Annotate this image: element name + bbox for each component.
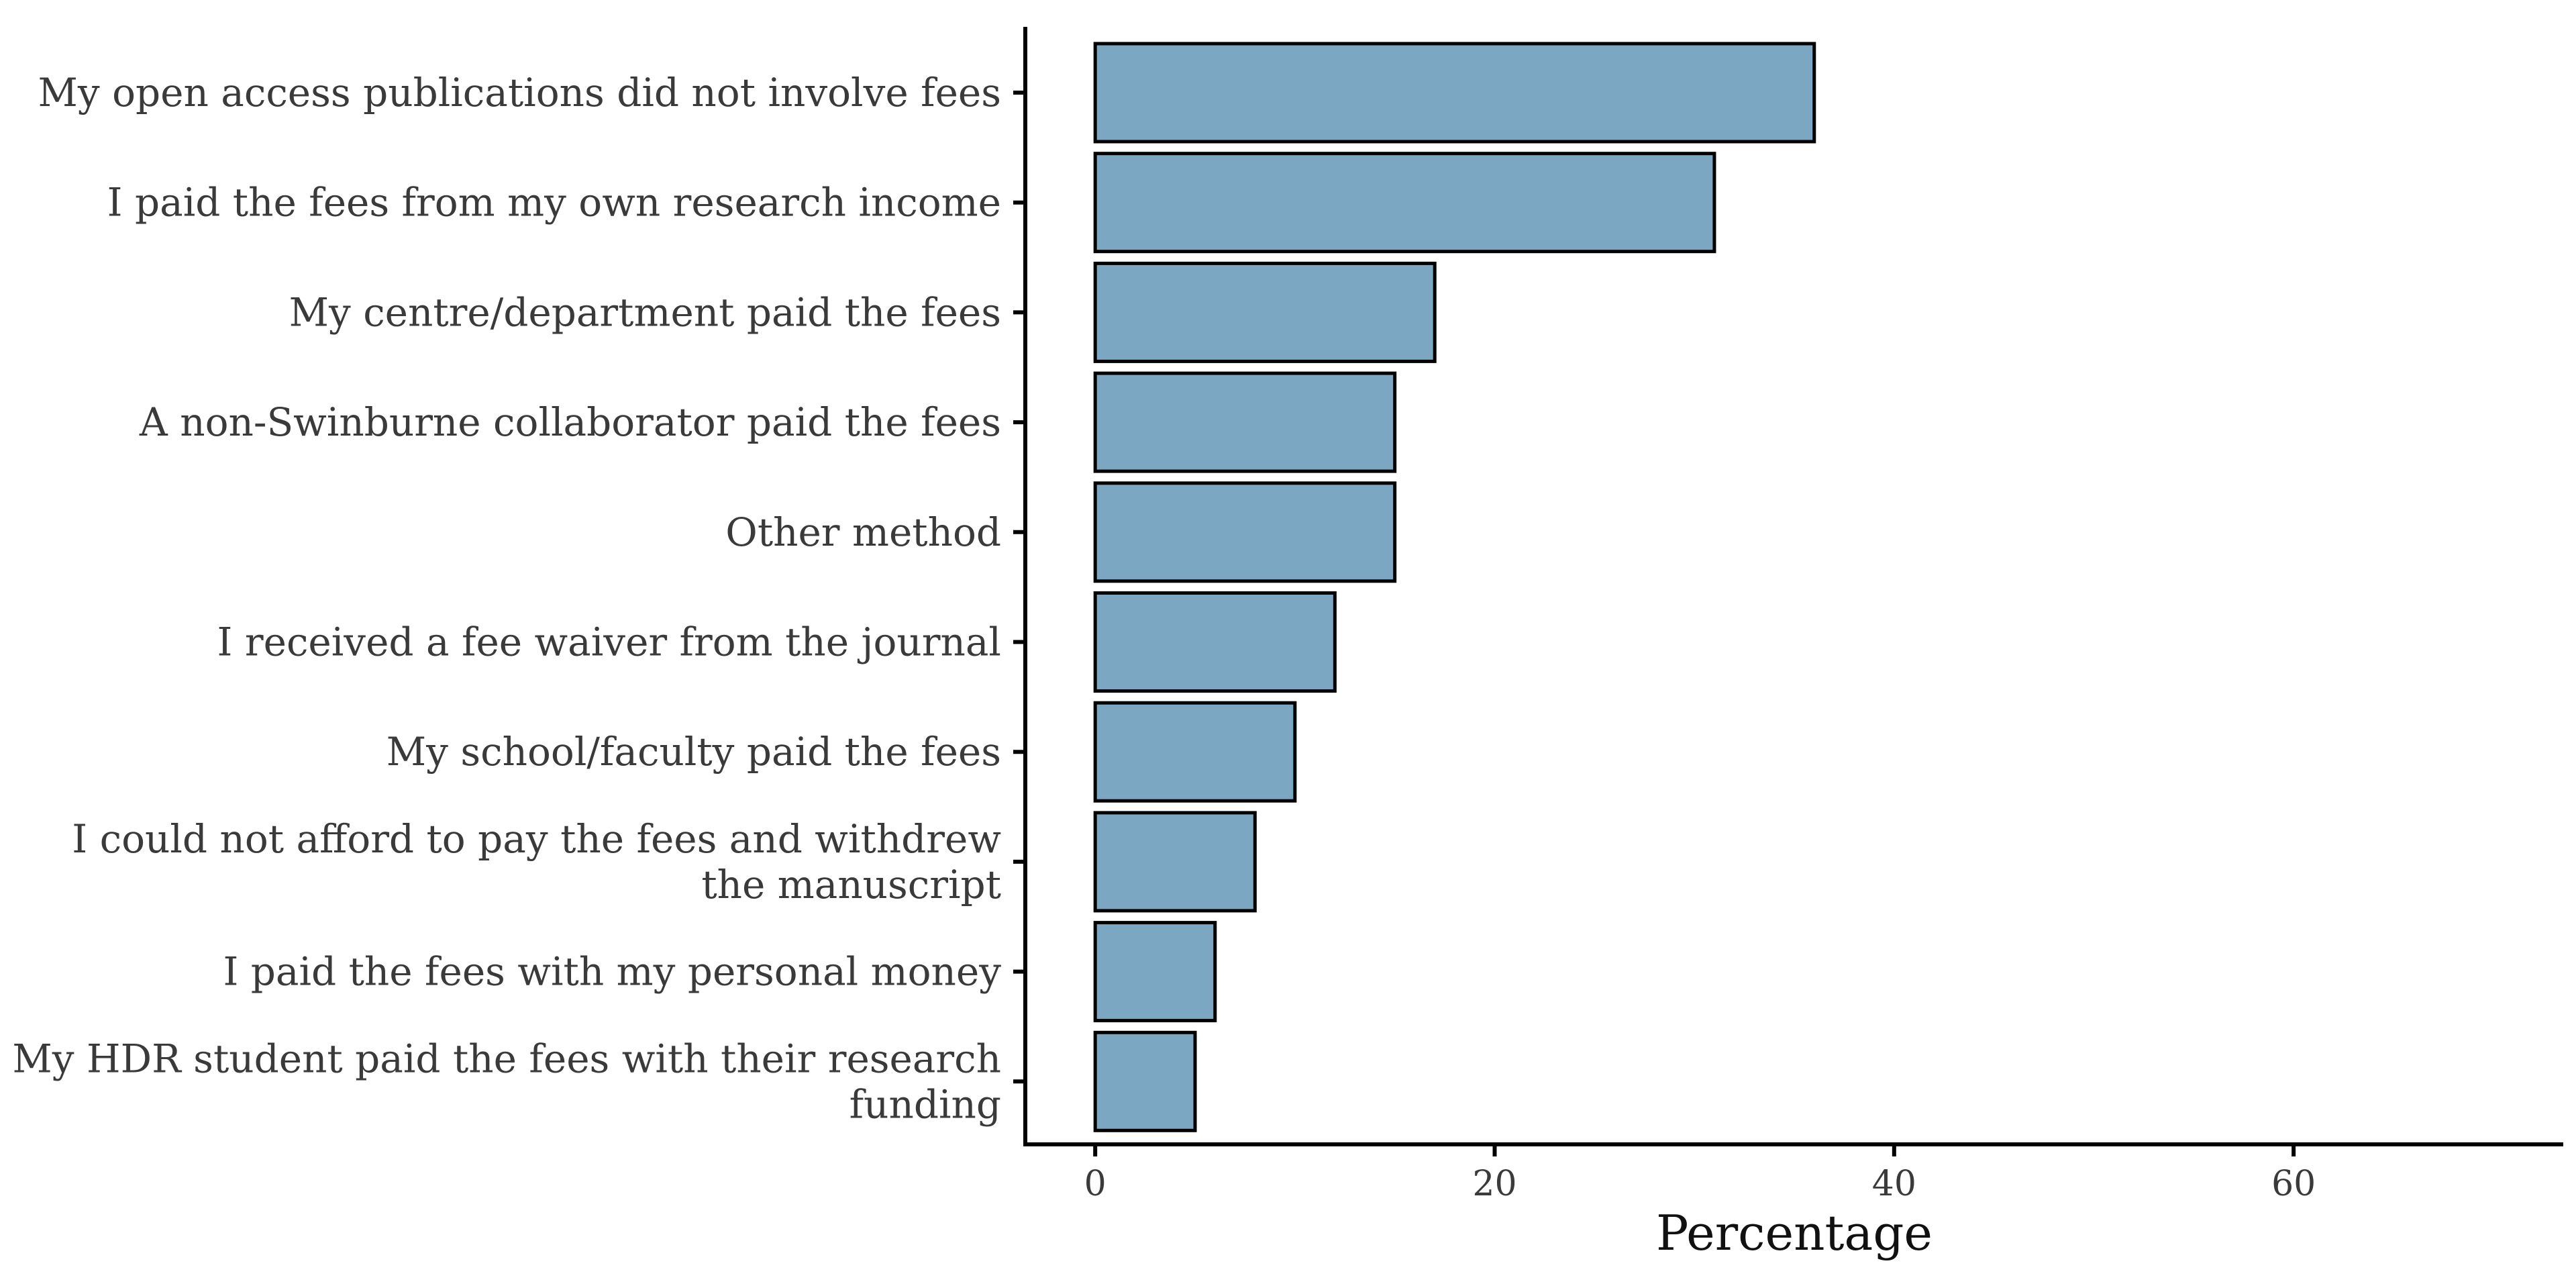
x-tick-label: 20 bbox=[1472, 1164, 1516, 1204]
bar bbox=[1093, 811, 1257, 913]
category-label: Other method bbox=[725, 509, 1001, 555]
x-tick-label: 60 bbox=[2271, 1164, 2316, 1204]
bar bbox=[1093, 591, 1337, 693]
bar bbox=[1093, 152, 1716, 254]
category-labels-group: My open access publications did not invo… bbox=[12, 70, 1001, 1127]
bar bbox=[1093, 42, 1816, 144]
bar bbox=[1093, 701, 1297, 803]
category-label: My school/faculty paid the fees bbox=[387, 729, 1001, 775]
x-axis-title: Percentage bbox=[1656, 1205, 1933, 1261]
bar bbox=[1093, 1030, 1197, 1132]
category-label: A non-Swinburne collaborator paid the fe… bbox=[139, 399, 1001, 445]
bar bbox=[1093, 921, 1217, 1023]
category-label: I could not afford to pay the fees and w… bbox=[72, 816, 1001, 907]
category-label: My centre/department paid the fees bbox=[289, 289, 1001, 335]
category-label: My HDR student paid the fees with their … bbox=[12, 1036, 1001, 1127]
bar bbox=[1093, 371, 1397, 473]
x-tick-label: 40 bbox=[1872, 1164, 1916, 1204]
bar bbox=[1093, 261, 1437, 363]
bar bbox=[1093, 481, 1397, 583]
x-tick-label: 0 bbox=[1084, 1164, 1106, 1204]
category-label: My open access publications did not invo… bbox=[38, 70, 1002, 115]
category-label: I paid the fees from my own research inc… bbox=[107, 180, 1001, 226]
bars-group bbox=[1093, 42, 1816, 1132]
x-ticks-group: 0 20 40 60 bbox=[1084, 1144, 2316, 1204]
category-label: I received a fee waiver from the journal bbox=[217, 620, 1001, 665]
category-label: I paid the fees with my personal money bbox=[223, 949, 1001, 995]
